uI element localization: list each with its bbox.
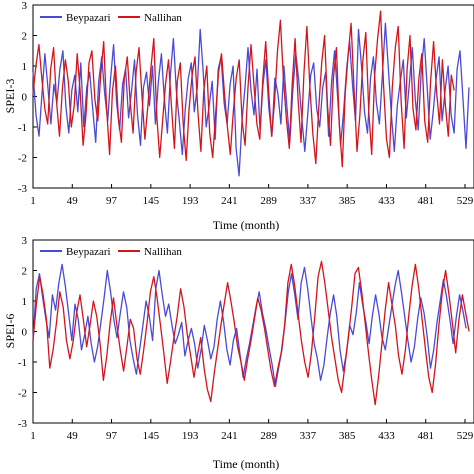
series-line-nallihan bbox=[33, 11, 454, 167]
x-tick-label: 337 bbox=[300, 430, 317, 442]
legend-label-nallihan: Nallihan bbox=[144, 246, 182, 258]
y-axis-title: SPEI-3 bbox=[3, 79, 17, 114]
x-tick-label: 529 bbox=[457, 430, 474, 442]
series-layer bbox=[33, 11, 469, 176]
y-axis-title: SPEI-6 bbox=[3, 314, 17, 349]
y-tick-label: 0 bbox=[22, 92, 28, 104]
y-tick-label: 1 bbox=[22, 296, 28, 308]
y-tick-label: -3 bbox=[18, 183, 28, 195]
x-tick-label: 385 bbox=[339, 430, 356, 442]
x-tick-label: 289 bbox=[260, 430, 277, 442]
y-tick-label: -3 bbox=[18, 418, 28, 430]
x-tick-label: 49 bbox=[67, 195, 79, 207]
y-tick-label: 1 bbox=[22, 61, 28, 73]
x-tick-label: 529 bbox=[457, 195, 474, 207]
x-tick-label: 433 bbox=[378, 430, 395, 442]
y-tick-label: -1 bbox=[18, 357, 27, 369]
x-tick-label: 49 bbox=[67, 430, 79, 442]
y-tick-label: 2 bbox=[22, 31, 28, 43]
x-tick-label: 289 bbox=[260, 195, 277, 207]
x-tick-label: 193 bbox=[182, 195, 199, 207]
x-tick-label: 385 bbox=[339, 195, 356, 207]
x-tick-label: 97 bbox=[106, 195, 118, 207]
y-tick-label: -2 bbox=[18, 153, 27, 165]
x-tick-label: 241 bbox=[221, 195, 238, 207]
x-tick-label: 193 bbox=[182, 430, 199, 442]
legend-label-beypazari: Beypazari bbox=[66, 12, 111, 24]
x-axis-title: Time (month) bbox=[213, 457, 280, 471]
legend-label-beypazari: Beypazari bbox=[66, 246, 111, 258]
legend: Beypazari Nallihan bbox=[40, 12, 182, 24]
x-tick-label: 481 bbox=[417, 195, 434, 207]
x-axis: 1 49 97 145 193 241 289 337 385 433 481 529 bbox=[30, 419, 474, 442]
x-axis-title: Time (month) bbox=[213, 218, 280, 232]
x-tick-label: 337 bbox=[300, 195, 317, 207]
x-tick-label: 145 bbox=[143, 430, 160, 442]
y-tick-label: -1 bbox=[18, 122, 27, 134]
x-tick-label: 1 bbox=[30, 195, 36, 207]
x-tick-label: 145 bbox=[143, 195, 160, 207]
x-tick-label: 481 bbox=[417, 430, 434, 442]
x-tick-label: 97 bbox=[106, 430, 118, 442]
legend-label-nallihan: Nallihan bbox=[144, 12, 182, 24]
x-axis: 1 49 97 145 193 241 289 337 385 433 481 529 bbox=[30, 184, 474, 207]
y-tick-label: -2 bbox=[18, 388, 27, 400]
y-tick-label: 3 bbox=[22, 235, 28, 247]
y-tick-label: 2 bbox=[22, 266, 28, 278]
y-tick-label: 0 bbox=[22, 327, 28, 339]
chart-panel-spei3: -3 -2 -1 0 1 2 3 1 49 97 145 193 241 289 337 385 433 481… bbox=[3, 0, 474, 232]
legend: Beypazari Nallihan bbox=[40, 246, 182, 258]
chart-panel-spei6: -3 -2 -1 0 1 2 3 1 49 97 145 193 241 289 337 385 433 481… bbox=[3, 235, 474, 471]
x-tick-label: 241 bbox=[221, 430, 238, 442]
y-axis: -3 -2 -1 0 1 2 3 bbox=[18, 0, 37, 195]
series-layer bbox=[33, 261, 469, 404]
x-tick-label: 433 bbox=[378, 195, 395, 207]
y-tick-label: 3 bbox=[22, 0, 28, 12]
x-tick-label: 1 bbox=[30, 430, 36, 442]
